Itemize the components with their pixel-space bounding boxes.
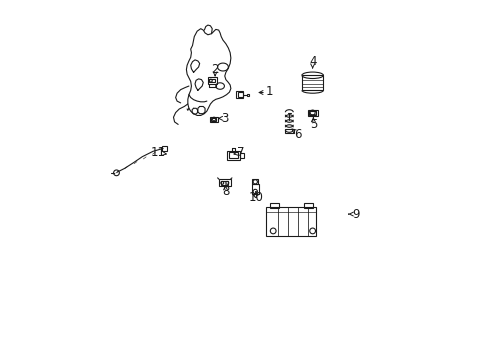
Bar — [229, 152, 238, 158]
Text: 8: 8 — [222, 185, 229, 198]
Text: 11: 11 — [150, 146, 165, 159]
Bar — [207, 77, 216, 84]
Bar — [246, 94, 248, 96]
Bar — [221, 181, 228, 185]
Bar — [162, 146, 167, 150]
Text: 1: 1 — [265, 85, 273, 98]
Bar — [307, 110, 317, 116]
Bar — [251, 184, 258, 194]
Bar — [309, 111, 315, 115]
Text: 10: 10 — [248, 192, 263, 204]
Text: 4: 4 — [308, 55, 316, 68]
Bar — [211, 118, 216, 121]
Bar — [301, 75, 323, 90]
Bar — [209, 117, 217, 122]
Bar — [285, 129, 293, 133]
Text: 7: 7 — [237, 146, 244, 159]
Bar — [240, 153, 244, 158]
Text: 5: 5 — [309, 118, 316, 131]
Bar — [219, 179, 230, 186]
Bar — [238, 93, 243, 97]
Bar — [235, 91, 243, 98]
Text: 6: 6 — [294, 127, 302, 141]
Text: 3: 3 — [221, 112, 228, 125]
Bar — [265, 207, 316, 235]
Text: 2: 2 — [211, 63, 219, 76]
Bar — [303, 203, 312, 208]
Bar — [269, 203, 278, 208]
Bar — [209, 79, 215, 82]
Bar — [252, 179, 258, 184]
Bar — [227, 150, 240, 160]
Text: 9: 9 — [351, 208, 359, 221]
